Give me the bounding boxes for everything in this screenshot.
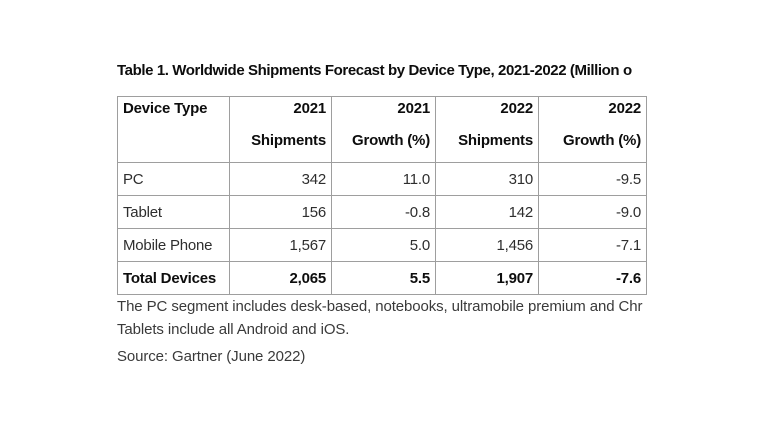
cell-2021-shipments: 1,567 xyxy=(229,228,332,262)
cell-2021-shipments: 2,065 xyxy=(229,261,332,295)
cell-2021-growth: -0.8 xyxy=(331,195,436,229)
row-tablet: Tablet 156 -0.8 142 -9.0 xyxy=(117,195,647,229)
footnote-line-2: Tablets include all Android and iOS. xyxy=(117,321,350,338)
device-shipments-table: Device Type 2021 Shipments 2021 Growth (… xyxy=(117,96,647,295)
cell-2021-growth: 11.0 xyxy=(331,162,436,196)
cell-device-type: Total Devices xyxy=(117,261,230,295)
header-cell-2021-shipments: 2021 Shipments xyxy=(229,96,332,163)
header-line: 2022 xyxy=(608,100,641,117)
header-cell-device-type: Device Type xyxy=(117,96,230,163)
header-line: Device Type xyxy=(123,100,208,117)
header-line: 2021 xyxy=(397,100,430,117)
header-cell-2022-shipments: 2022 Shipments xyxy=(435,96,539,163)
header-line: Growth (%) xyxy=(563,132,641,149)
cell-2022-shipments: 310 xyxy=(435,162,539,196)
header-line: Shipments xyxy=(251,132,326,149)
table-title: Table 1. Worldwide Shipments Forecast by… xyxy=(117,62,632,79)
table-footnote: The PC segment includes desk-based, note… xyxy=(117,295,655,341)
footnote-line-1: The PC segment includes desk-based, note… xyxy=(117,298,643,315)
header-row: Device Type 2021 Shipments 2021 Growth (… xyxy=(117,96,647,163)
header-line: Shipments xyxy=(458,132,533,149)
cell-2021-shipments: 342 xyxy=(229,162,332,196)
header-cell-2022-growth: 2022 Growth (%) xyxy=(538,96,647,163)
cell-device-type: PC xyxy=(117,162,230,196)
cell-2022-growth: -7.6 xyxy=(538,261,647,295)
cell-device-type: Tablet xyxy=(117,195,230,229)
cell-2022-shipments: 1,456 xyxy=(435,228,539,262)
cell-2022-growth: -9.5 xyxy=(538,162,647,196)
row-pc: PC 342 11.0 310 -9.5 xyxy=(117,162,647,196)
cell-2022-growth: -7.1 xyxy=(538,228,647,262)
cell-2021-shipments: 156 xyxy=(229,195,332,229)
header-line: 2022 xyxy=(500,100,533,117)
header-line: Growth (%) xyxy=(352,132,430,149)
row-mobile-phone: Mobile Phone 1,567 5.0 1,456 -7.1 xyxy=(117,228,647,262)
source-attribution: Source: Gartner (June 2022) xyxy=(117,348,306,365)
header-line: 2021 xyxy=(293,100,326,117)
row-total-devices: Total Devices 2,065 5.5 1,907 -7.6 xyxy=(117,261,647,295)
cell-2022-shipments: 142 xyxy=(435,195,539,229)
cell-device-type: Mobile Phone xyxy=(117,228,230,262)
cell-2022-shipments: 1,907 xyxy=(435,261,539,295)
cell-2022-growth: -9.0 xyxy=(538,195,647,229)
cell-2021-growth: 5.0 xyxy=(331,228,436,262)
header-cell-2021-growth: 2021 Growth (%) xyxy=(331,96,436,163)
cell-2021-growth: 5.5 xyxy=(331,261,436,295)
